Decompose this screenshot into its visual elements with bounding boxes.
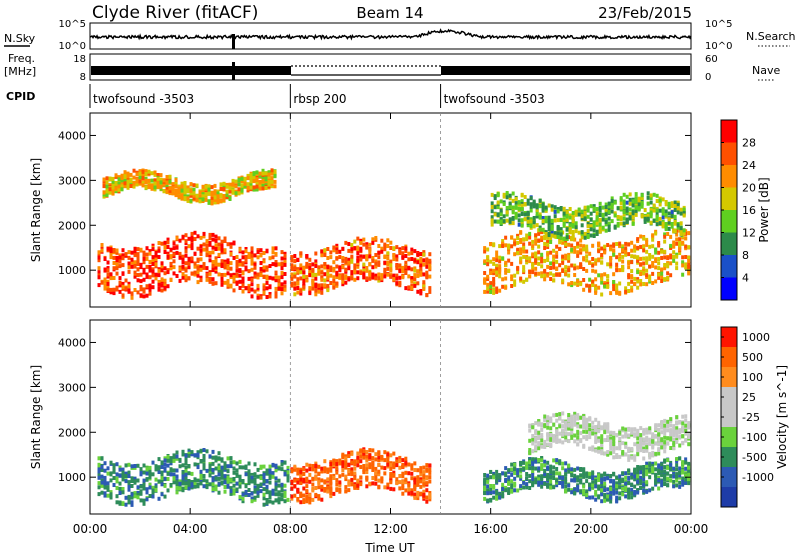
x-tick-label: 00:00 (73, 522, 108, 536)
colorbar-tick-label: 12 (742, 227, 756, 240)
cpid-segment-label: twofsound -3503 (93, 92, 194, 106)
cpid-segment-label: twofsound -3503 (444, 92, 545, 106)
freq-left-tick-top: 18 (73, 54, 86, 65)
colorbar-tick-label: 28 (742, 137, 756, 150)
data-band (528, 411, 691, 462)
noise-sky-trace (89, 28, 692, 41)
colorbar-cell (721, 327, 737, 347)
colorbar-cell (721, 347, 737, 367)
colorbar-cell (721, 427, 737, 447)
freq-unit: [MHz] (4, 65, 36, 78)
velocity-ylabel: Slant Range [km] (29, 365, 43, 469)
colorbar-tick-label: 1000 (742, 331, 770, 344)
colorbar-cell (721, 210, 737, 233)
velocity-panel: 1000 2000 3000 4000 Slant Range [km] 1000 50… (29, 319, 789, 515)
x-tick-label: 20:00 (574, 522, 609, 536)
data-band (483, 227, 691, 297)
colorbar-cell (721, 277, 737, 300)
y-tick-label: 3000 (58, 174, 86, 187)
data-band (290, 236, 432, 298)
colorbar-cell (721, 387, 737, 407)
freq-band-3 (441, 66, 690, 75)
data-band (490, 191, 686, 241)
noise-left-tick-top: 10^5 (59, 19, 86, 30)
nave-tick-bottom: 0 (705, 72, 711, 83)
noise-sky-label: N.Sky (4, 32, 36, 45)
data-band (97, 230, 287, 300)
colorbar-tick-label: -25 (742, 411, 760, 424)
velocity-colorbar-label: Velocity [m s^-1] (775, 365, 789, 469)
y-tick-label: 3000 (58, 381, 86, 394)
data-band (102, 168, 277, 206)
colorbar-cell (721, 187, 737, 210)
colorbar-cell (721, 165, 737, 188)
power-ylabel: Slant Range [km] (29, 158, 43, 262)
colorbar-tick-label: -1000 (742, 471, 774, 484)
data-band (97, 448, 290, 507)
cpid-segment-label: rbsp 200 (293, 92, 346, 106)
colorbar-tick-label: -500 (742, 451, 767, 464)
colorbar-tick-label: 500 (742, 351, 763, 364)
station-title: Clyde River (fitACF) (92, 3, 258, 23)
time-axis-label: Time UT (364, 541, 415, 554)
beam-label: Beam 14 (356, 4, 423, 22)
colorbar-cell (721, 367, 737, 387)
x-tick-label: 12:00 (373, 522, 408, 536)
colorbar-cell (721, 120, 737, 143)
freq-left-tick-bottom: 8 (80, 72, 86, 83)
noise-search-label: N.Search (746, 30, 796, 43)
colorbar-tick-label: 16 (742, 204, 756, 217)
noise-right-tick-bottom: 10^0 (705, 41, 732, 52)
y-tick-label: 1000 (58, 471, 86, 484)
colorbar-tick-label: 100 (742, 371, 763, 384)
colorbar-cell (721, 142, 737, 165)
noise-left-tick-bottom: 10^0 (59, 41, 86, 52)
nave-label: Nave (752, 64, 780, 77)
colorbar-tick-label: -100 (742, 431, 767, 444)
y-tick-label: 2000 (58, 219, 86, 232)
y-tick-label: 2000 (58, 426, 86, 439)
noise-panel: N.Sky 10^5 10^0 10^5 10^0 N.Search (4, 19, 796, 52)
cpid-row: CPID twofsound -3503 rbsp 200 twofsound -3… (6, 84, 545, 108)
colorbar-tick-label: 8 (742, 249, 749, 262)
cpid-label: CPID (6, 90, 35, 103)
power-panel: 1000 2000 3000 4000 Slant Range [km] 4 8 12 16… (29, 112, 771, 308)
colorbar-tick-label: 20 (742, 182, 756, 195)
noise-right-tick-top: 10^5 (705, 19, 732, 30)
data-band (290, 447, 432, 505)
time-axis: 00:00 04:00 08:00 12:00 16:00 20:00 00:00 (73, 113, 709, 536)
colorbar-tick-label: 24 (742, 159, 756, 172)
freq-label: Freq. (8, 52, 35, 65)
x-tick-label: 00:00 (674, 522, 709, 536)
x-tick-label: 16:00 (473, 522, 508, 536)
power-colorbar-label: Power [dB] (757, 177, 771, 242)
colorbar-cell (721, 255, 737, 278)
frequency-panel: Freq. [MHz] 18 8 60 0 Nave (4, 52, 780, 83)
x-tick-label: 04:00 (173, 522, 208, 536)
colorbar-cell (721, 232, 737, 255)
date-label: 23/Feb/2015 (598, 4, 692, 22)
colorbar-tick-label: 25 (742, 391, 756, 404)
y-tick-label: 4000 (58, 129, 86, 142)
y-tick-label: 4000 (58, 336, 86, 349)
x-tick-label: 08:00 (273, 522, 308, 536)
colorbar-cell (721, 447, 737, 467)
colorbar-tick-label: 4 (742, 272, 749, 285)
nave-tick-top: 60 (705, 54, 718, 65)
colorbar-cell (721, 407, 737, 427)
freq-band-1 (91, 66, 291, 75)
data-band (483, 456, 691, 504)
colorbar-cell (721, 487, 737, 507)
y-tick-label: 1000 (58, 264, 86, 277)
colorbar-cell (721, 467, 737, 487)
